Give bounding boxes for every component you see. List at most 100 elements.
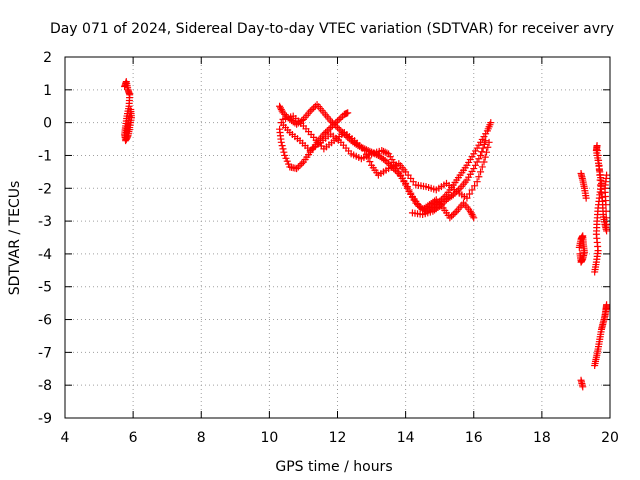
data-point [281,110,289,118]
data-points [121,78,611,391]
data-point [478,148,486,156]
y-tick-label: -7 [38,345,52,361]
data-point [277,106,285,114]
y-tick-label: 2 [43,50,52,66]
data-point [335,115,343,123]
data-point [466,207,474,215]
data-point [332,119,340,127]
data-point [395,168,403,176]
plot-frame [64,56,611,419]
data-point [602,220,610,228]
data-point [398,174,406,182]
x-tick-label: 8 [197,430,206,446]
data-point [448,212,456,220]
data-point [397,171,405,179]
data-point [477,168,485,176]
data-point [383,158,391,166]
data-point [468,186,476,194]
data-point [576,250,584,258]
data-point [454,186,462,194]
y-tick-label: -5 [38,280,52,296]
data-point [603,301,611,309]
data-point [327,117,335,125]
data-point [381,148,389,156]
data-point [122,128,130,136]
x-tick-label: 12 [329,430,347,446]
data-point [337,127,345,135]
data-point [342,132,350,140]
gridlines [65,57,610,418]
data-point [378,147,386,155]
data-point [602,214,610,222]
data-point [449,191,457,199]
data-point [453,188,461,196]
data-point [481,153,489,161]
data-point [475,155,483,163]
data-point [310,104,318,112]
data-point [296,161,304,169]
data-point [276,104,284,112]
data-point [337,114,345,122]
data-point [475,173,483,181]
data-point [451,189,459,197]
y-tick-label: -8 [38,378,52,394]
y-tick-label: -2 [38,181,52,197]
x-tick-label: 18 [533,430,551,446]
data-point [323,127,331,135]
y-tick-label: -3 [38,214,52,230]
data-point [325,125,333,133]
data-point [602,207,610,215]
data-point [403,184,411,192]
data-point [381,156,389,164]
data-point [364,154,372,162]
data-point [482,137,490,145]
data-point [279,145,287,153]
data-point [361,147,369,155]
y-tick-label: -4 [38,247,52,263]
y-tick-label: -6 [38,313,52,329]
data-point [470,165,478,173]
data-point [436,202,444,210]
data-point [431,197,439,205]
data-point [308,106,316,114]
data-point [277,138,285,146]
x-axis-label: GPS time / hours [275,459,392,475]
data-point [603,227,611,235]
data-point [480,140,488,148]
data-point [465,190,473,198]
data-point [439,199,447,207]
data-point [328,122,336,130]
x-tick-label: 20 [601,430,619,446]
x-tick-label: 14 [397,430,415,446]
data-point [357,143,365,151]
data-point [582,194,590,202]
data-point [383,149,391,157]
data-point [298,160,306,168]
data-point [485,138,493,146]
data-point [471,161,479,169]
data-point [327,124,335,132]
data-point [320,130,328,138]
y-axis-label: SDTVAR / TECUs [7,181,23,296]
data-point [469,212,477,220]
data-point [480,158,488,166]
x-tick-label: 16 [465,430,483,446]
data-point [366,158,374,166]
data-point [437,201,445,209]
data-point [412,199,420,207]
data-point [334,117,341,125]
chart-title: Day 071 of 2024, Sidereal Day-to-day VTE… [50,21,614,37]
y-tick-label: -9 [38,411,52,427]
data-point [468,211,476,219]
data-point [126,109,134,117]
data-point [278,142,286,150]
data-point [293,165,301,173]
data-point [446,214,454,222]
data-point [400,178,408,186]
data-point [125,113,133,121]
data-point [125,117,133,125]
data-point [379,147,387,155]
data-point [473,158,481,166]
data-point [603,171,611,179]
data-point [415,202,423,210]
